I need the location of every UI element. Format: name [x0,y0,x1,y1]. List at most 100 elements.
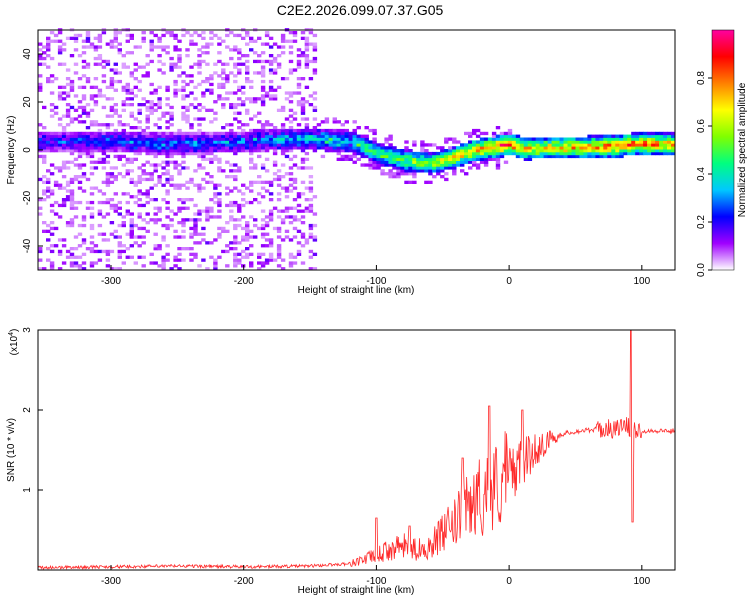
spectrogram-cell [213,131,218,136]
spectrogram-cell [237,169,242,173]
spectrogram-cell [388,172,393,176]
spectrogram-cell [272,42,278,46]
spectrogram-cell [189,180,194,184]
spectrogram-cell [177,146,182,150]
spectrogram-cell [169,31,174,35]
spectrogram-cell [137,134,142,138]
spectrogram-cell [121,140,126,144]
spectrogram-cell [69,223,75,228]
spectrogram-cell [133,223,138,228]
spectrogram-cell [487,140,493,144]
spectrogram-cell [73,134,79,138]
spectrogram-cell [133,140,138,144]
spectrogram-cell [201,166,206,170]
spectrogram-cell [320,134,326,138]
spectrogram-cell [42,62,47,66]
spectrogram-cell [268,85,274,89]
spectrogram-cell [109,85,115,89]
spectrogram-cell [523,154,529,159]
spectrogram-cell [205,172,210,176]
spectrogram-cell [137,226,142,231]
spectrogram-cell [193,31,198,35]
spectrogram-cell [73,48,79,52]
spectrogram-cell [125,82,130,87]
spectrogram-cell [149,103,154,107]
spectrogram-cell [479,131,485,136]
spectrogram-cell [221,97,226,101]
spectrogram-cell [49,163,55,167]
spectrogram-cell [121,103,126,107]
spectrogram-cell [169,151,174,156]
spectrogram-cell [599,154,604,159]
spectrogram-cell [280,163,286,167]
spectrogram-cell [149,143,154,147]
spectrogram-cell [380,157,385,161]
spectrogram-cell [177,137,182,141]
spectrogram-cell [137,198,142,202]
spectrogram-cell [456,149,461,153]
spectrogram-cell [631,137,636,141]
spectrogram-cell [169,154,174,159]
spectrogram-cell [46,177,51,182]
spectrogram-cell [73,137,79,141]
spectrogram-cell [288,189,294,193]
spectrogram-cell [296,137,302,141]
spectrogram-cell [221,82,226,87]
spectrogram-x-ticks: -300 -200 -100 0 100 [101,265,651,287]
spectrogram-cell [260,226,266,231]
spectrogram-cell [276,235,282,239]
spectrogram-cell [141,39,146,43]
spectrogram-cell [388,149,393,153]
spectrogram-cell [157,131,162,136]
spectrogram-cell [93,45,99,49]
spectrogram-cell [161,134,166,138]
spectrogram-cell [117,244,122,248]
spectrogram-cell [475,146,481,150]
spectrogram-cell [97,258,103,262]
spectrogram-cell [141,264,146,268]
spectrogram-cell [320,143,326,147]
spectrogram-cell [264,258,270,262]
spectrogram-cell [539,154,544,159]
spectrogram-cell [177,74,182,78]
spectrogram-cell [57,149,63,153]
spectrogram-cell [404,151,409,156]
spectrogram-cell [129,255,134,259]
spectrogram-cell [292,39,298,43]
spectrogram-cell [113,235,118,239]
spectrogram-cell [57,166,63,170]
spectrogram-cell [245,252,250,256]
spectrogram-cell [416,166,421,170]
spectrogram-cell [257,131,262,136]
spectrogram-cell [97,143,103,147]
spectrogram-cell [61,198,67,202]
spectrogram-cell [356,149,361,153]
spectrogram-cell [491,140,497,144]
spectrogram-cell [105,62,111,66]
spectrogram-cell [368,143,373,147]
spectrogram-cell [73,146,79,150]
spectrogram-cell [117,51,122,55]
spectrogram-cell [272,88,278,92]
spectrogram-cell [161,160,166,164]
spectrogram-cell [165,131,170,136]
spectrogram-cell [384,157,389,161]
spectrogram-cell [49,79,55,84]
spectrogram-cell [157,85,162,89]
spectrogram-cell [288,94,294,98]
spectrogram-cell [380,146,385,150]
spectrogram-cell [495,146,501,150]
spectrogram-cell [113,209,118,213]
spectrogram-cell [296,192,302,196]
spectrogram-cell [304,143,310,147]
spectrogram-cell [93,160,99,164]
spectrogram-cell [288,131,294,136]
spectrogram-cell [639,146,644,150]
spectrogram-cell [257,267,262,271]
spectrogram-cell [145,212,150,216]
spectrogram-cell [49,209,55,213]
spectrogram-cell [619,154,624,159]
spectrogram-cell [511,143,517,147]
spectrogram-cell [233,151,238,156]
spectrogram-cell [288,255,294,259]
